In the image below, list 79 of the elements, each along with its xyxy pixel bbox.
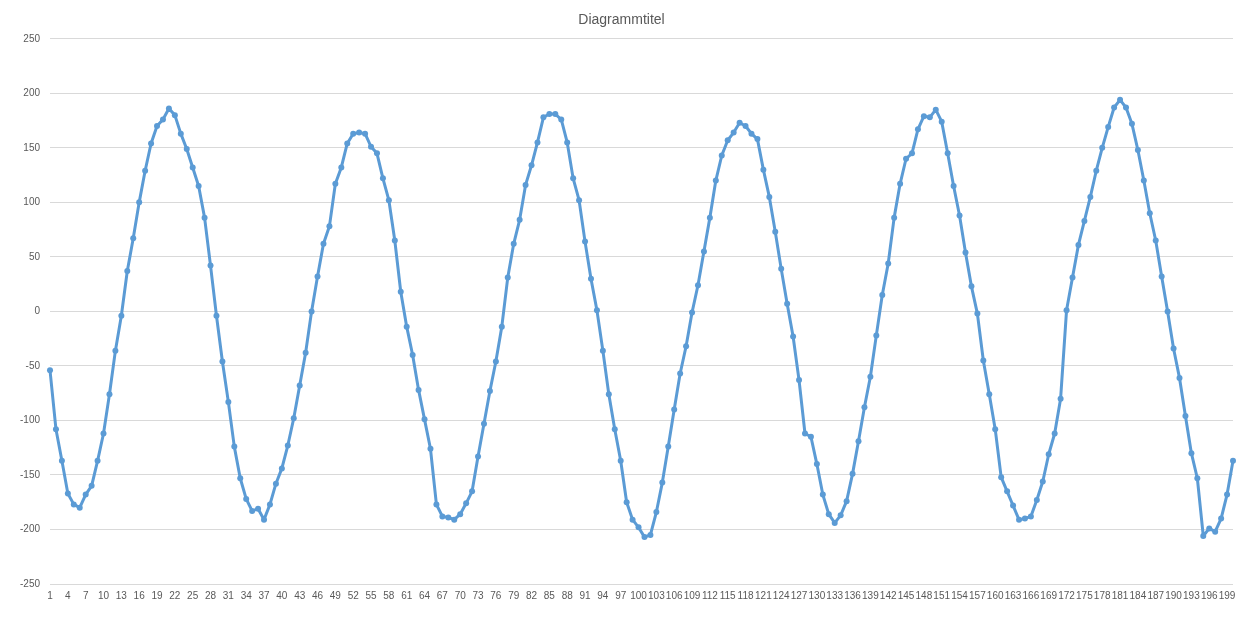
x-tick-label: 190 bbox=[1165, 589, 1183, 601]
x-tick-label: 22 bbox=[169, 589, 181, 601]
y-tick-label: -200 bbox=[20, 523, 41, 535]
y-tick-label: -150 bbox=[20, 468, 41, 480]
x-tick-label: 148 bbox=[915, 589, 933, 601]
y-tick-label: -50 bbox=[25, 359, 41, 371]
x-tick-label: 160 bbox=[986, 589, 1004, 601]
x-tick-label: 151 bbox=[933, 589, 951, 601]
x-tick-label: 10 bbox=[97, 589, 110, 601]
x-tick-label: 133 bbox=[826, 589, 844, 601]
x-tick-label: 196 bbox=[1200, 589, 1218, 601]
x-tick-label: 76 bbox=[490, 589, 502, 601]
chart-title: Diagrammtitel bbox=[578, 11, 665, 28]
y-tick-label: 100 bbox=[23, 196, 41, 208]
x-tick-label: 157 bbox=[969, 589, 987, 601]
x-tick-label: 175 bbox=[1076, 589, 1094, 601]
x-tick-label: 49 bbox=[329, 589, 342, 601]
x-tick-label: 73 bbox=[472, 589, 485, 601]
x-tick-label: 16 bbox=[133, 589, 146, 601]
x-tick-label: 52 bbox=[347, 589, 360, 601]
x-tick-label: 13 bbox=[115, 589, 128, 601]
x-tick-label: 64 bbox=[418, 589, 431, 601]
x-tick-label: 70 bbox=[454, 589, 467, 601]
x-tick-label: 40 bbox=[276, 589, 288, 601]
x-tick-label: 127 bbox=[790, 589, 808, 601]
y-tick-label: -250 bbox=[20, 577, 41, 589]
x-tick-label: 184 bbox=[1129, 589, 1147, 601]
x-tick-label: 34 bbox=[240, 589, 253, 601]
x-tick-label: 25 bbox=[187, 589, 199, 601]
x-tick-label: 166 bbox=[1022, 589, 1040, 601]
y-tick-label: 150 bbox=[23, 141, 41, 153]
x-tick-label: 94 bbox=[597, 589, 609, 601]
y-tick-label: 200 bbox=[23, 87, 41, 99]
x-tick-label: 112 bbox=[701, 589, 719, 601]
y-tick-label: -100 bbox=[20, 414, 41, 426]
x-tick-label: 67 bbox=[436, 589, 449, 601]
x-tick-label: 199 bbox=[1218, 589, 1236, 601]
x-tick-label: 37 bbox=[258, 589, 271, 601]
x-tick-label: 121 bbox=[755, 589, 773, 601]
x-tick-label: 46 bbox=[311, 589, 324, 601]
x-tick-label: 19 bbox=[151, 589, 164, 601]
x-tick-label: 163 bbox=[1004, 589, 1022, 601]
x-tick-label: 58 bbox=[383, 589, 395, 601]
x-tick-label: 139 bbox=[862, 589, 880, 601]
x-tick-label: 130 bbox=[808, 589, 826, 601]
x-tick-label: 124 bbox=[772, 589, 790, 601]
x-tick-label: 178 bbox=[1093, 589, 1111, 601]
x-tick-label: 136 bbox=[844, 589, 862, 601]
x-tick-label: 4 bbox=[65, 589, 72, 601]
x-tick-label: 88 bbox=[561, 589, 574, 601]
y-tick-label: 250 bbox=[23, 32, 41, 44]
x-tick-label: 85 bbox=[543, 589, 556, 601]
x-tick-label: 43 bbox=[294, 589, 306, 601]
x-tick-label: 100 bbox=[630, 589, 648, 601]
y-tick-label: 0 bbox=[34, 305, 41, 317]
x-tick-label: 193 bbox=[1183, 589, 1201, 601]
x-tick-label: 1 bbox=[47, 589, 54, 601]
x-tick-label: 91 bbox=[579, 589, 592, 601]
x-tick-label: 28 bbox=[204, 589, 217, 601]
x-tick-label: 103 bbox=[648, 589, 666, 601]
x-tick-label: 31 bbox=[222, 589, 235, 601]
x-tick-label: 61 bbox=[401, 589, 413, 601]
x-tick-label: 181 bbox=[1111, 589, 1129, 601]
x-tick-label: 118 bbox=[737, 589, 754, 601]
x-tick-label: 142 bbox=[879, 589, 897, 601]
x-tick-label: 106 bbox=[665, 589, 683, 601]
y-tick-label: 50 bbox=[28, 250, 41, 262]
x-tick-label: 115 bbox=[719, 589, 737, 601]
x-tick-label: 154 bbox=[951, 589, 969, 601]
x-tick-label: 172 bbox=[1058, 589, 1076, 601]
x-tick-label: 145 bbox=[897, 589, 915, 601]
x-tick-label: 79 bbox=[508, 589, 520, 601]
x-tick-label: 109 bbox=[683, 589, 701, 601]
x-tick-label: 7 bbox=[82, 589, 89, 601]
x-tick-label: 82 bbox=[525, 589, 538, 601]
x-tick-label: 187 bbox=[1147, 589, 1165, 601]
x-tick-label: 55 bbox=[365, 589, 378, 601]
x-tick-label: 97 bbox=[615, 589, 627, 601]
x-tick-label: 169 bbox=[1040, 589, 1058, 601]
